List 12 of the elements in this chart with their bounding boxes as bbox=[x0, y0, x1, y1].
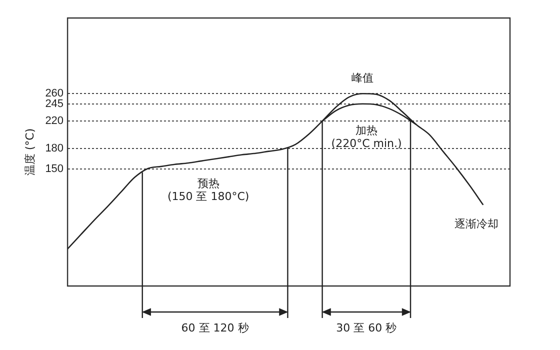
y-tick-label: 245 bbox=[45, 98, 64, 110]
text: 60 至 120 秒 bbox=[181, 322, 249, 334]
annotation: 预热 (150 至 180°C) bbox=[167, 176, 250, 203]
y-tick-label: 220 bbox=[45, 115, 64, 128]
annotation: 逐渐冷却 bbox=[454, 218, 498, 231]
y-tick-label: 260 bbox=[45, 88, 64, 100]
text: 30 至 60 秒 bbox=[336, 322, 397, 334]
y-tick-label: 150 bbox=[45, 163, 64, 176]
annotation: 加热 (220°C min.) bbox=[331, 124, 402, 150]
y-axis-title: 温度 (°C) bbox=[23, 128, 36, 176]
annotation: 峰值 bbox=[352, 71, 374, 84]
y-tick-label: 180 bbox=[45, 142, 64, 155]
